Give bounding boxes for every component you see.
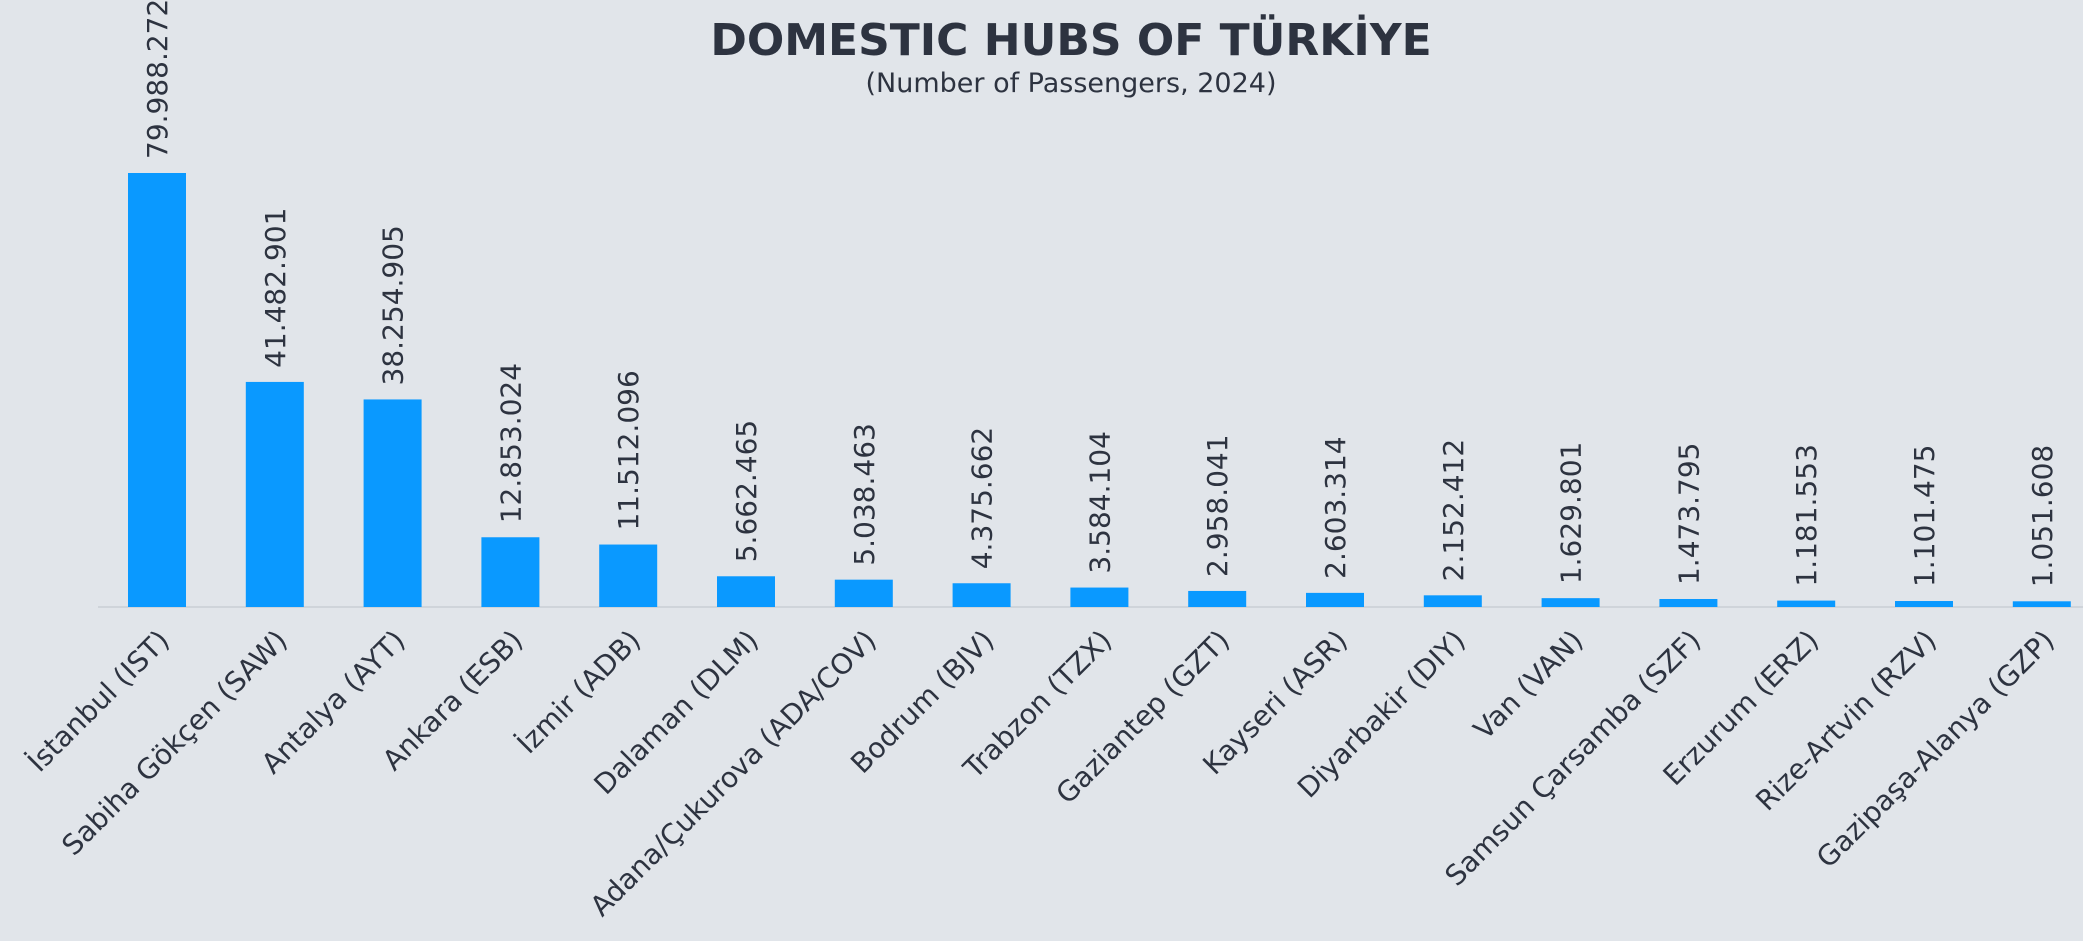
value-label: 2.958.041 bbox=[1201, 434, 1234, 577]
bar bbox=[1423, 595, 1482, 607]
value-label: 1.181.553 bbox=[1790, 444, 1823, 587]
value-label: 4.375.662 bbox=[966, 427, 999, 570]
value-label: 11.512.096 bbox=[612, 370, 645, 530]
bar bbox=[2012, 601, 2071, 607]
bar bbox=[363, 399, 422, 607]
value-label: 1.473.795 bbox=[1672, 442, 1705, 585]
bar bbox=[952, 583, 1011, 607]
value-label: 1.051.608 bbox=[2026, 445, 2059, 588]
bar bbox=[1659, 599, 1718, 607]
bar bbox=[128, 173, 186, 607]
bar bbox=[834, 579, 893, 607]
value-label: 5.662.465 bbox=[730, 420, 763, 563]
value-label: 12.853.024 bbox=[494, 363, 527, 523]
bar bbox=[599, 544, 658, 607]
bar bbox=[1541, 598, 1600, 607]
bar bbox=[245, 381, 304, 607]
bar bbox=[1895, 601, 1953, 607]
value-label: 2.603.314 bbox=[1319, 436, 1352, 579]
bar bbox=[1188, 590, 1247, 607]
bar bbox=[1777, 600, 1836, 607]
bar bbox=[1306, 592, 1364, 607]
value-label: 1.629.801 bbox=[1555, 442, 1588, 585]
chart-title: DOMESTIC HUBS OF TÜRKİYE bbox=[710, 13, 1431, 66]
value-label: 3.584.104 bbox=[1083, 431, 1116, 574]
bar bbox=[1070, 587, 1129, 607]
chart-subtitle: (Number of Passengers, 2024) bbox=[866, 68, 1277, 99]
bar bbox=[717, 576, 775, 607]
value-label: 79.988.272 bbox=[141, 0, 174, 159]
value-label: 41.482.901 bbox=[259, 208, 292, 368]
value-label: 5.038.463 bbox=[848, 423, 881, 566]
bar bbox=[481, 537, 540, 607]
value-label: 2.152.412 bbox=[1437, 439, 1470, 582]
value-label: 38.254.905 bbox=[377, 225, 410, 385]
value-label: 1.101.475 bbox=[1908, 445, 1941, 588]
